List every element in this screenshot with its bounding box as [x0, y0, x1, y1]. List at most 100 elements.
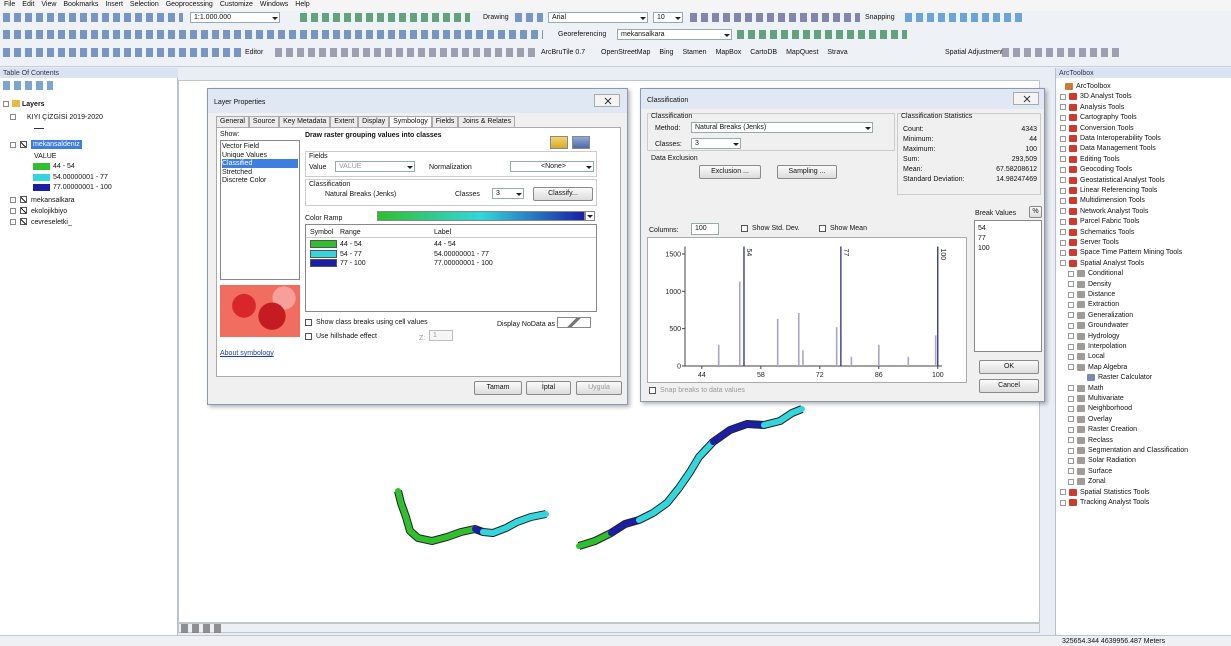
symbol-swatch[interactable] — [310, 250, 337, 258]
cancel-button[interactable]: Cancel — [979, 379, 1039, 393]
value-combo[interactable]: VALUE — [335, 161, 415, 172]
toolbox-item[interactable]: Parcel Fabric Tools — [1080, 217, 1139, 226]
drawing-menu[interactable]: Drawing — [483, 13, 509, 22]
menu-item[interactable]: Insert — [105, 0, 123, 11]
expand-box[interactable] — [1068, 323, 1074, 329]
basemap-menu[interactable]: Bing — [659, 48, 673, 58]
expand-box[interactable] — [10, 219, 16, 225]
expand-box[interactable] — [1068, 458, 1074, 464]
tab[interactable]: Extent — [330, 116, 358, 127]
editor-menu[interactable]: Editor — [245, 48, 263, 57]
toolbar-icons[interactable] — [1002, 48, 1122, 57]
toolbox-item[interactable]: ArcToolbox — [1076, 82, 1111, 91]
expand-box[interactable] — [1068, 406, 1074, 412]
toolbox-item[interactable]: Cartography Tools — [1080, 113, 1137, 122]
expand-box[interactable] — [10, 142, 16, 148]
toolbar-icons[interactable] — [515, 13, 543, 22]
color-ramp[interactable] — [377, 211, 585, 221]
toolbar-icons[interactable] — [3, 81, 53, 90]
expand-box[interactable] — [10, 208, 16, 214]
toolbar-icons[interactable] — [737, 30, 907, 39]
break-value[interactable]: 54 — [978, 224, 986, 233]
expand-box[interactable] — [3, 101, 9, 107]
expand-box[interactable] — [1060, 229, 1066, 235]
expand-box[interactable] — [1068, 396, 1074, 402]
expand-box[interactable] — [1060, 500, 1066, 506]
expand-box[interactable] — [10, 197, 16, 203]
expand-box[interactable] — [1060, 198, 1066, 204]
font-size-combo[interactable]: 10 — [653, 12, 683, 23]
toolbox-item[interactable]: Overlay — [1088, 415, 1112, 424]
checkbox[interactable] — [305, 319, 312, 326]
show-option[interactable]: Discrete Color — [222, 176, 266, 185]
toolbox-item[interactable]: Zonal — [1088, 477, 1106, 486]
toolbox-item[interactable]: Interpolation — [1088, 342, 1127, 351]
exclusion-button[interactable]: Exclusion ... — [699, 165, 761, 179]
basemap-menu[interactable]: MapQuest — [786, 48, 818, 58]
menu-item[interactable]: Selection — [130, 0, 159, 11]
columns-input[interactable]: 100 — [691, 223, 719, 235]
expand-box[interactable] — [1068, 302, 1074, 308]
checkbox[interactable] — [20, 196, 27, 203]
basemap-menu[interactable]: MapBox — [716, 48, 742, 58]
expand-box[interactable] — [1068, 292, 1074, 298]
toolbox-item[interactable]: Distance — [1088, 290, 1115, 299]
break-value[interactable]: 77 — [978, 234, 986, 243]
menu-item[interactable]: Customize — [220, 0, 253, 11]
expand-box[interactable] — [1068, 344, 1074, 350]
save-button[interactable] — [572, 136, 590, 149]
menu-item[interactable]: Edit — [22, 0, 34, 11]
toolbox-item[interactable]: Geocoding Tools — [1080, 165, 1132, 174]
tab[interactable]: General — [216, 116, 249, 127]
menu-item[interactable]: Windows — [260, 0, 288, 11]
expand-box[interactable] — [1068, 416, 1074, 422]
close-button[interactable] — [594, 94, 620, 107]
legend-label[interactable]: 54.00000001 - 77 — [53, 173, 108, 182]
tab[interactable]: Source — [249, 116, 279, 127]
toolbox-item[interactable]: Neighborhood — [1088, 404, 1132, 413]
toolbox-item[interactable]: Geostatistical Analyst Tools — [1080, 176, 1165, 185]
toolbox-item[interactable]: Local — [1088, 352, 1105, 361]
layer-name[interactable]: cevreseletki_ — [31, 218, 72, 227]
toolbox-item[interactable]: Surface — [1088, 467, 1112, 476]
expand-box[interactable] — [1060, 260, 1066, 266]
show-breaks-option[interactable]: Show class breaks using cell values — [316, 318, 428, 327]
expand-box[interactable] — [1060, 104, 1066, 110]
close-button[interactable] — [1013, 92, 1039, 105]
break-value[interactable]: 100 — [978, 244, 990, 253]
toolbox-item[interactable]: Spatial Analyst Tools — [1080, 259, 1144, 268]
toolbox-item[interactable]: 3D Analyst Tools — [1080, 92, 1132, 101]
toolbox-item[interactable]: Network Analyst Tools — [1080, 207, 1148, 216]
arcbrutile-menu[interactable]: ArcBruTile 0.7 — [541, 48, 585, 57]
dialog-button[interactable]: Tamam — [474, 381, 522, 395]
legend-label[interactable]: 77.00000001 - 100 — [53, 183, 112, 192]
expand-box[interactable] — [10, 114, 16, 120]
expand-box[interactable] — [1068, 427, 1074, 433]
menu-item[interactable]: Help — [295, 0, 309, 11]
sampling-button[interactable]: Sampling ... — [777, 165, 837, 179]
toolbox-item[interactable]: Density — [1088, 280, 1111, 289]
normalization-combo[interactable]: <None> — [510, 161, 594, 172]
classes-combo[interactable]: 3 — [691, 138, 741, 149]
z-input[interactable]: 1 — [429, 330, 453, 341]
toolbox-item[interactable]: Data Interoperability Tools — [1080, 134, 1161, 143]
legend-label[interactable]: 44 - 54 — [53, 162, 75, 171]
checkbox[interactable] — [20, 218, 27, 225]
selected-layer[interactable]: mekansaldeniz — [31, 140, 82, 149]
toolbar-icons[interactable] — [275, 48, 535, 57]
show-std-option[interactable]: Show Std. Dev. — [752, 224, 800, 233]
toolbox-item[interactable]: Raster Creation — [1088, 425, 1137, 434]
tab[interactable]: Symbology — [389, 116, 432, 127]
checkbox[interactable] — [649, 387, 656, 394]
toolbox-item[interactable]: Analysis Tools — [1080, 103, 1124, 112]
expand-box[interactable] — [1060, 188, 1066, 194]
toolbox-item[interactable]: Reclass — [1088, 436, 1113, 445]
dialog-button[interactable]: Uygula — [576, 381, 622, 395]
symbol-swatch[interactable] — [310, 259, 337, 267]
toolbox-item[interactable]: Map Algebra — [1088, 363, 1127, 372]
basemap-menu[interactable]: CartoDB — [750, 48, 777, 58]
toolbox-item[interactable]: Segmentation and Classification — [1088, 446, 1188, 455]
tab[interactable]: Display — [358, 116, 389, 127]
snap-option[interactable]: Snap breaks to data values — [660, 386, 745, 395]
toolbar-icons[interactable] — [3, 48, 241, 57]
